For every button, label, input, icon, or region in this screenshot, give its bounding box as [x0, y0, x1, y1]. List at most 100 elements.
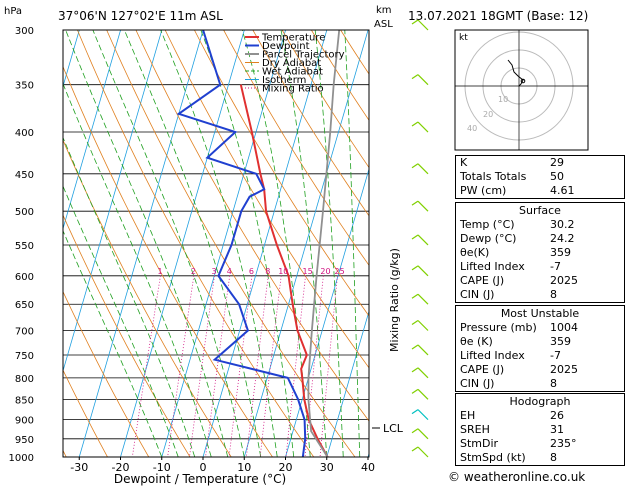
hodo-row: SREH 31 [456, 423, 624, 437]
mu-row: Pressure (mb) 1004 [456, 321, 624, 335]
hodograph-storm-motion [520, 78, 526, 84]
mu-label: Pressure (mb) [460, 321, 537, 334]
mu-label: θe (K) [460, 335, 493, 348]
mu-label: CAPE (J) [460, 363, 505, 376]
pressure-tick-450: 450 [15, 170, 34, 181]
surface-label: CAPE (J) [460, 274, 505, 287]
hodo-label: StmDir [460, 437, 499, 450]
hodo-row: StmDir 235° [456, 437, 624, 451]
wind-barb-flag [411, 446, 419, 452]
index-value: 4.61 [550, 184, 575, 197]
mixing-ratio-label: 3 [212, 267, 217, 276]
height-unit-label: km [376, 5, 392, 16]
wind-barb [417, 409, 429, 421]
surface-label: θe(K) [460, 246, 490, 259]
wet-adiabat-line [314, 30, 344, 457]
dry-adiabat-line [63, 214, 191, 457]
mu-value: 359 [550, 335, 571, 348]
wind-barb-flag [411, 320, 419, 326]
mixing-ratio-line [228, 275, 253, 457]
surface-label: CIN (J) [460, 288, 495, 301]
wind-barb-flag [411, 344, 419, 350]
hodograph-stats-title: Hodograph [509, 395, 571, 408]
hodo-value: 8 [550, 451, 557, 464]
mixing-ratio-line [167, 275, 195, 457]
surface-label: Temp (°C) [460, 218, 515, 231]
location-label: 37°06'N 127°02'E 11m ASL [58, 9, 223, 23]
pressure-tick-700: 700 [15, 327, 34, 338]
mixing-ratio-axis-label: Mixing Ratio (g/kg) [388, 248, 401, 352]
wind-barb [417, 446, 429, 458]
mu-row: CIN (J) 8 [456, 377, 624, 391]
temp-tick-label: 10 [237, 461, 251, 474]
isotherm-line [63, 30, 121, 230]
pressure-tick-950: 950 [15, 435, 34, 446]
surface-value: 24.2 [550, 232, 575, 245]
skewt-grid [63, 30, 369, 457]
mu-row: Lifted Index -7 [456, 349, 624, 363]
wind-barb-flag [411, 388, 419, 394]
hodo-row: EH 26 [456, 409, 624, 423]
pressure-tick-850: 850 [15, 395, 34, 406]
wind-barb-flag [411, 367, 419, 373]
hodograph-stats-panel: Hodograph EH 26 SREH 31 StmDir 235° StmSpd … [455, 393, 625, 466]
hodograph-unit-label: kt [459, 33, 468, 43]
wind-barb [417, 163, 429, 175]
wet-adiabat-line [241, 30, 311, 457]
legend-label: Wet Adiabat [262, 67, 323, 78]
mu-value: 8 [550, 377, 557, 390]
mixing-ratio-line [285, 275, 306, 457]
wind-barb-flag [411, 409, 419, 415]
isotherm-line [63, 30, 163, 373]
wet-adiabat-line [63, 82, 212, 457]
wind-barb [417, 200, 429, 212]
isotherm-line [202, 30, 328, 457]
mixing-ratio-line [259, 275, 282, 457]
series-temperature [239, 84, 329, 457]
dry-adiabat-line [106, 30, 356, 457]
surface-title: Surface [519, 204, 561, 217]
dry-adiabat-line [63, 65, 273, 457]
wind-barb [417, 367, 429, 379]
surface-value: 30.2 [550, 218, 575, 231]
surface-row: Lifted Index -7 [456, 260, 624, 274]
mu-label: Lifted Index [460, 349, 525, 362]
wind-barb-flag [411, 74, 419, 80]
temp-tick-label: -30 [70, 461, 88, 474]
skewt-profiles [176, 30, 341, 457]
wind-barb-flag [411, 428, 419, 434]
pressure-tick-300: 300 [15, 26, 34, 37]
hodograph-trace [507, 59, 524, 87]
indices-panel: K 29 Totals Totals 50 PW (cm) 4.61 [455, 155, 625, 199]
pressure-unit-label: hPa [4, 6, 22, 17]
index-value: 50 [550, 170, 564, 183]
mu-label: CIN (J) [460, 377, 495, 390]
index-value: 29 [550, 156, 564, 169]
surface-panel: Surface Temp (°C) 30.2 Dewp (°C) 24.2 θe(K… [455, 202, 625, 303]
mixing-ratio-line [319, 275, 338, 457]
wind-barb-flag [411, 293, 419, 299]
datetime-label: 13.07.2021 18GMT (Base: 12) [408, 9, 588, 23]
temp-tick-label: -10 [153, 461, 171, 474]
legend-label: Dewpoint [262, 41, 310, 52]
surface-value: -7 [550, 260, 561, 273]
skewt-axes: 3003504004505005506006507007508008509009… [9, 26, 375, 474]
mu-row: CAPE (J) 2025 [456, 363, 624, 377]
mixing-ratio-label: 4 [227, 267, 232, 276]
wind-barb-flag [411, 200, 419, 206]
index-row-totals: Totals Totals 50 [456, 170, 624, 184]
wind-barb [417, 293, 429, 305]
most-unstable-title: Most Unstable [500, 307, 580, 320]
wind-barb [417, 344, 429, 356]
wind-barb [417, 234, 429, 246]
mixing-ratio-line [304, 275, 324, 457]
wind-barb-flag [411, 234, 419, 240]
x-axis-label: Dewpoint / Temperature (°C) [114, 472, 286, 486]
mixing-ratio-label: 25 [335, 267, 345, 276]
surface-row: CAPE (J) 2025 [456, 274, 624, 288]
wet-adiabat-line [344, 30, 361, 457]
hodograph-ring-label-20: 20 [483, 110, 493, 119]
mixing-ratio-label: 1 [157, 267, 162, 276]
mixing-ratio-label: 10 [278, 267, 288, 276]
